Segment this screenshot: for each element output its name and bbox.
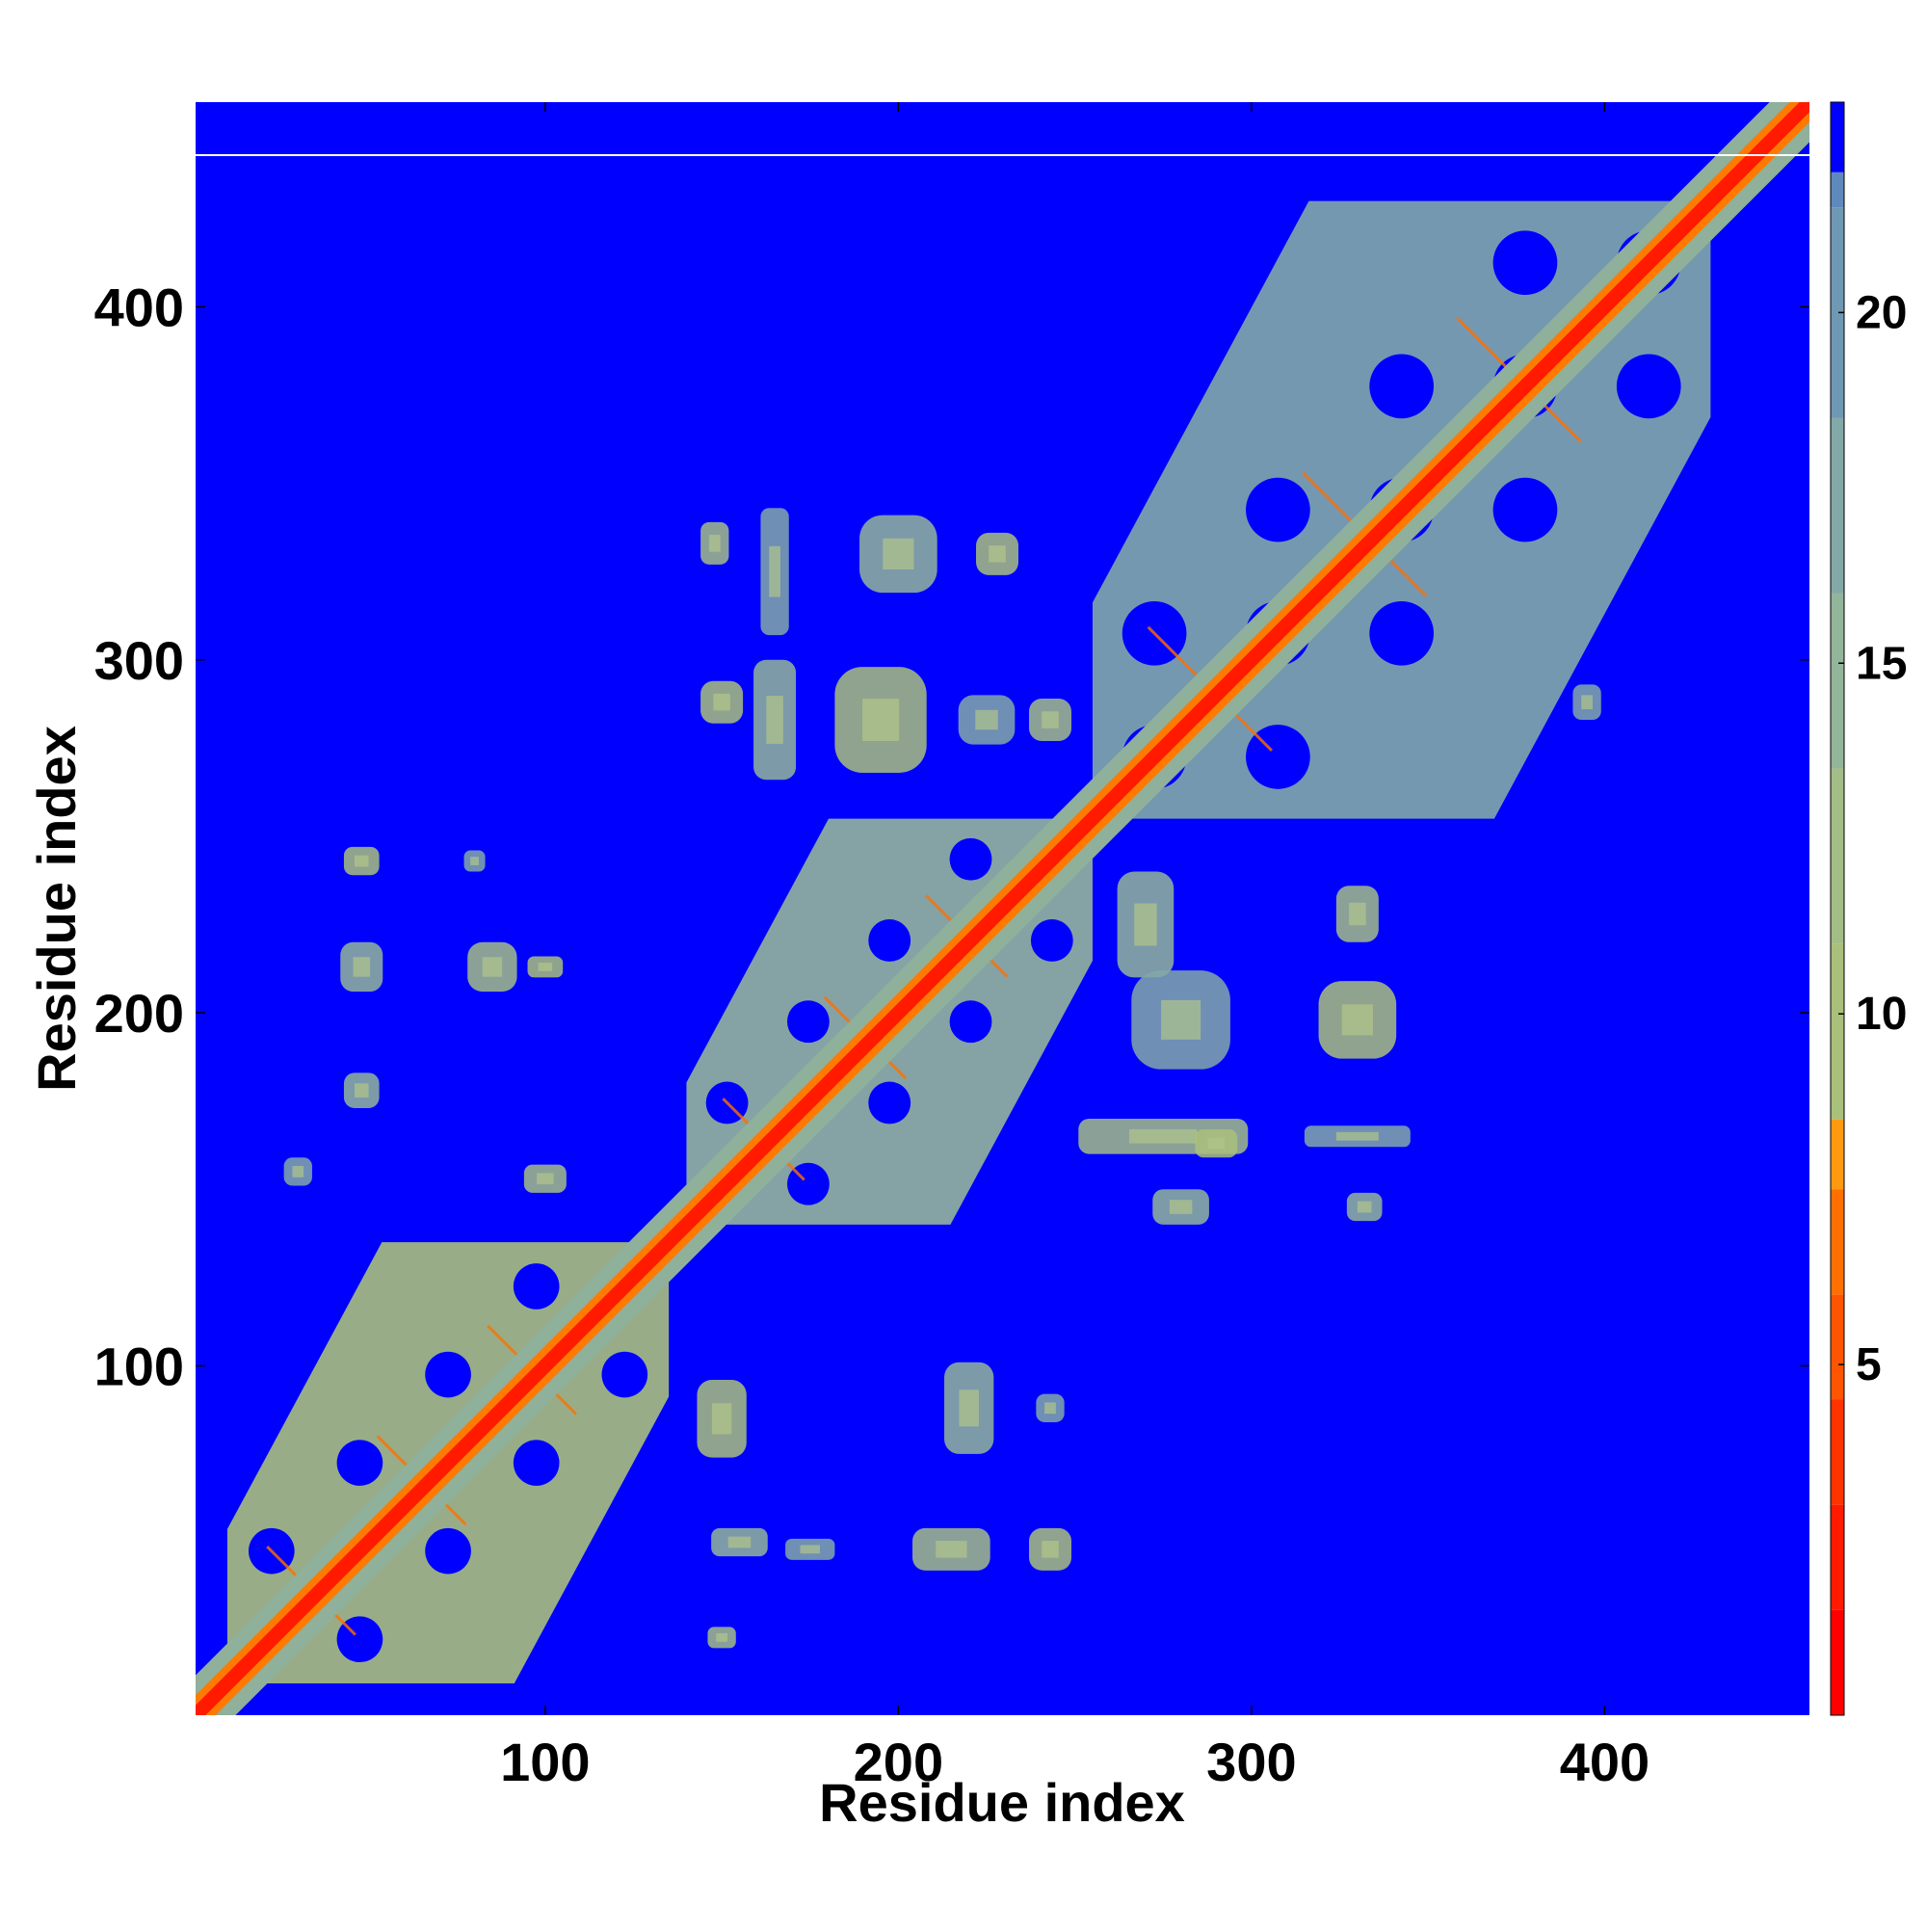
contact-blob-core <box>711 1403 732 1435</box>
domain-hole <box>1369 354 1435 419</box>
colorbar-tick-label: 20 <box>1856 287 1907 338</box>
axes: 100 200 300 400 100 200 300 400 <box>94 102 1809 1792</box>
contact-blob-core <box>708 535 721 552</box>
colorbar-segment <box>1831 207 1844 418</box>
contact-blob-core <box>354 855 369 867</box>
domain-hole <box>949 1000 992 1044</box>
contact-blob-core <box>959 1389 979 1427</box>
contact-blob-core <box>727 1536 752 1548</box>
x-tick-label: 200 <box>854 1732 943 1792</box>
colorbar-frame <box>1830 101 1845 1716</box>
colorbar-segment <box>1831 943 1844 1120</box>
y-tick-label: 400 <box>94 277 184 337</box>
colorbar-tick-label: 5 <box>1856 1339 1882 1390</box>
colorbar-segment <box>1831 1189 1844 1295</box>
domain-hole <box>868 1081 911 1125</box>
diagonal-core <box>196 102 1809 1715</box>
colorbar-segment <box>1831 1504 1844 1610</box>
colorbar-segment <box>1831 1399 1844 1505</box>
colorbar: 5 10 15 20 <box>1830 101 1907 1716</box>
contact-blob-core <box>354 1083 369 1098</box>
x-tick-label: 100 <box>500 1732 590 1792</box>
domain-hole <box>513 1263 560 1310</box>
contact-blob-core <box>1129 1128 1198 1144</box>
y-axis-label: Residue index <box>26 726 87 1092</box>
contact-blob-core <box>1169 1200 1193 1214</box>
domain-hole <box>425 1351 471 1398</box>
domain-hole <box>601 1351 648 1398</box>
colorbar-segment <box>1831 1294 1844 1400</box>
domain-hole <box>1616 354 1681 419</box>
domain-hole <box>425 1527 471 1575</box>
contact-blob-core <box>861 699 900 742</box>
domain-hole <box>786 1000 830 1044</box>
contact-blob-core <box>800 1545 821 1554</box>
contact-blob-core <box>989 545 1006 563</box>
contact-blob-core <box>353 957 371 977</box>
contact-blob-core <box>470 857 479 865</box>
domain-hole <box>868 919 911 962</box>
contact-blob-core <box>769 545 780 597</box>
heatmap-plot-area <box>196 102 1809 1715</box>
contact-blob-core <box>936 1541 967 1558</box>
domain-hole <box>1369 600 1435 666</box>
colorbar-segment <box>1831 1119 1844 1190</box>
colorbar-tick-label: 15 <box>1856 638 1907 689</box>
colorbar-tick-label: 10 <box>1856 989 1907 1040</box>
contact-blob-core <box>1335 1131 1379 1141</box>
contact-blob-core <box>1044 1402 1056 1415</box>
contact-blob-core <box>1042 711 1059 728</box>
domain-hole <box>513 1440 560 1486</box>
contact-blob-core <box>713 693 730 711</box>
x-tick-label: 300 <box>1206 1732 1296 1792</box>
colorbar-segment <box>1831 768 1844 944</box>
contact-blob-core <box>1134 903 1157 946</box>
contact-blob-core <box>1349 902 1366 926</box>
colorbar-segment <box>1831 1609 1844 1715</box>
contact-blob-core <box>766 696 783 744</box>
contact-blob-core <box>292 1166 304 1178</box>
contact-blob-core <box>1207 1137 1226 1150</box>
colorbar-segment <box>1831 172 1844 208</box>
contact-blob-core <box>1161 999 1201 1040</box>
x-axis-label: Residue index <box>819 1772 1185 1833</box>
contact-blob-core <box>1042 1541 1059 1558</box>
heatmap-cells <box>196 102 1809 1715</box>
contact-blob-core <box>538 963 553 971</box>
colorbar-segment <box>1831 102 1844 172</box>
contact-blob-core <box>1357 1201 1372 1213</box>
domain-hole <box>1492 230 1558 296</box>
contact-blob-core <box>975 709 998 730</box>
y-tick-label: 300 <box>94 630 184 691</box>
y-tick-label: 200 <box>94 983 184 1044</box>
domain-hole <box>336 1440 383 1486</box>
contact-blob-core <box>1341 1004 1373 1036</box>
domain-hole <box>1492 477 1558 543</box>
domain-hole <box>1246 477 1310 543</box>
contact-blob-core <box>482 957 503 977</box>
contact-blob-core <box>883 538 914 569</box>
contact-blob-core <box>716 1633 727 1642</box>
x-tick-label: 400 <box>1560 1732 1650 1792</box>
contact-blob-core <box>1581 695 1593 710</box>
colorbar-segment <box>1831 593 1844 769</box>
domain-hole <box>1030 919 1073 962</box>
domain-hole <box>949 837 992 881</box>
contact-blob-core <box>537 1173 554 1185</box>
colorbar-segment <box>1831 417 1844 594</box>
y-tick-label: 100 <box>94 1336 184 1396</box>
